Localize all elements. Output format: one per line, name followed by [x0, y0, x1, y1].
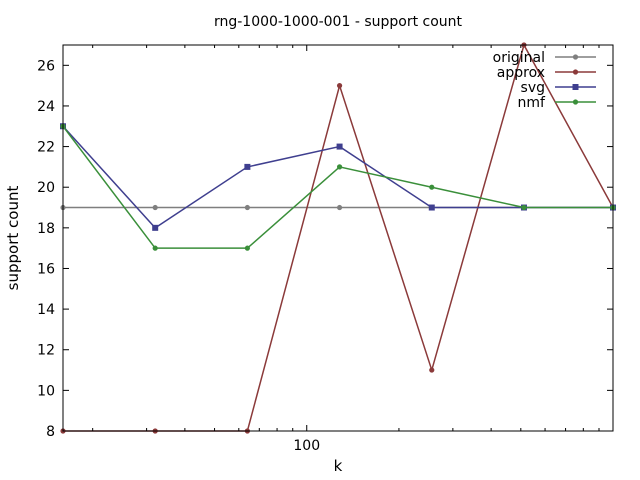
y-tick-label: 10	[37, 383, 55, 399]
legend-marker-svg	[572, 84, 579, 90]
y-tick-label: 12	[37, 343, 55, 359]
legend-label-approx: approx	[497, 65, 545, 81]
y-tick-label: 24	[37, 99, 55, 115]
data-point-nmf	[152, 245, 158, 251]
y-tick-label: 16	[37, 261, 55, 277]
plot-area-frame	[62, 44, 614, 432]
y-axis-label: support count	[4, 186, 22, 291]
data-point-nmf	[244, 245, 250, 251]
ticks-layer: 8 10 12 14 16 18 20 22 24 26 100	[37, 45, 614, 454]
legend-marker-original	[572, 54, 579, 60]
data-point-nmf	[336, 164, 343, 170]
legend-label-svg: svg	[521, 80, 545, 96]
data-point-svg	[428, 204, 435, 211]
legend-marker-nmf	[572, 99, 579, 105]
data-point-original	[152, 204, 158, 211]
y-tick-label: 8	[46, 424, 55, 440]
data-point-nmf	[429, 184, 435, 190]
x-tick-label: 100	[293, 438, 320, 454]
data-point-svg	[244, 163, 251, 170]
y-tick-label: 26	[37, 58, 55, 74]
data-point-svg	[152, 224, 159, 231]
data-point-approx	[336, 83, 343, 89]
legend-label-original: original	[493, 50, 545, 66]
legend-label-nmf: nmf	[518, 95, 547, 111]
data-point-original	[336, 204, 343, 211]
y-tick-label: 18	[37, 221, 55, 237]
series-line-svg	[62, 125, 613, 229]
data-point-nmf	[521, 204, 527, 211]
data-point-original	[244, 204, 250, 211]
x-axis-label: k	[334, 457, 343, 475]
legend-marker-approx	[572, 69, 579, 75]
series-nmf	[60, 123, 616, 251]
chart-title: rng-1000-1000-001 - support count	[214, 14, 463, 30]
series-svg	[60, 123, 616, 231]
y-tick-label: 14	[37, 302, 55, 318]
data-point-approx	[429, 367, 435, 373]
y-tick-label: 20	[37, 180, 55, 196]
y-tick-label: 22	[37, 140, 55, 156]
data-point-svg	[336, 143, 343, 150]
